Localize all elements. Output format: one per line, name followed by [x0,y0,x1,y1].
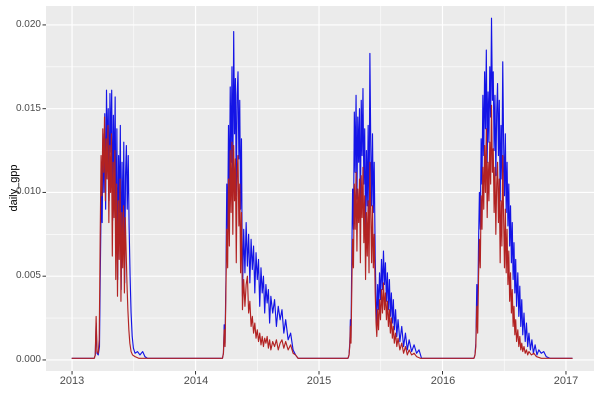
x-tick-label-2013: 2013 [59,375,85,387]
y-tick-label-0.020: 0.020 [15,19,41,30]
y-tick-label-0.010: 0.010 [15,186,41,197]
y-tick-label-0.000: 0.000 [15,354,41,365]
x-tick-label-2014: 2014 [183,375,209,387]
x-tick-label-2016: 2016 [430,375,456,387]
series-line-blue [71,17,573,359]
x-tick-label-2017: 2017 [553,375,579,387]
y-tick-label-0.005: 0.005 [15,270,41,281]
y-tick-label-0.015: 0.015 [15,103,41,114]
x-tick-label-2015: 2015 [306,375,332,387]
series-line-red [71,104,573,359]
